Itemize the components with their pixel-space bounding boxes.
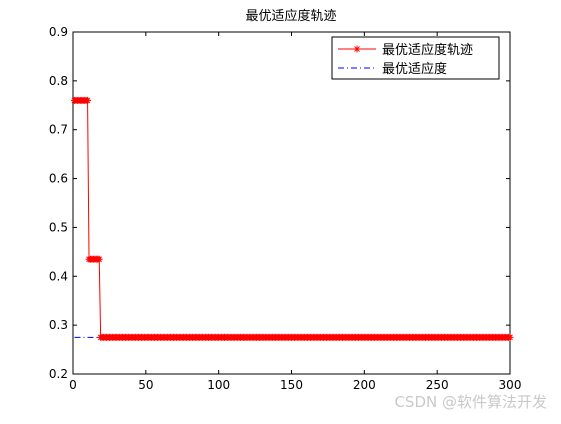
axis-ticks: 0 50 100 150 200 250 300 0.2 0.3 0.4 0.5 0.6 0.7 0.8 0… [49, 25, 522, 392]
y-tick-label: 0.8 [49, 74, 68, 88]
data-point [506, 333, 514, 341]
x-tick-label: 300 [499, 378, 522, 392]
y-tick-label: 0.7 [49, 123, 68, 137]
plot-area [72, 31, 511, 375]
legend-box [331, 36, 500, 80]
legend-label: 最优适应度 [382, 61, 447, 77]
watermark: CSDN @软件算法开发 [394, 393, 547, 411]
chart-title: 最优适应度轨迹 [245, 8, 336, 24]
y-tick-label: 0.4 [49, 269, 68, 283]
marker-stroke [84, 97, 91, 104]
marker-stroke [96, 256, 103, 262]
x-tick-label: 200 [353, 378, 376, 392]
x-tick-label: 100 [207, 378, 230, 392]
y-tick-label: 0.9 [49, 25, 68, 39]
marker-stroke [354, 46, 360, 52]
legend-marker [353, 45, 361, 53]
y-tick-label: 0.3 [49, 318, 68, 332]
x-tick-label: 250 [426, 378, 449, 392]
data-point [84, 96, 92, 104]
marker-stroke [507, 334, 513, 341]
y-tick-label: 0.2 [49, 367, 68, 381]
y-tick-label: 0.5 [49, 220, 68, 234]
x-tick-label: 50 [138, 378, 153, 392]
series-layer [70, 96, 514, 341]
legend-label: 最优适应度轨迹 [382, 42, 473, 58]
x-tick-label: 0 [69, 378, 77, 392]
data-point [95, 255, 103, 263]
y-tick-label: 0.6 [49, 172, 68, 186]
x-tick-label: 150 [280, 378, 303, 392]
